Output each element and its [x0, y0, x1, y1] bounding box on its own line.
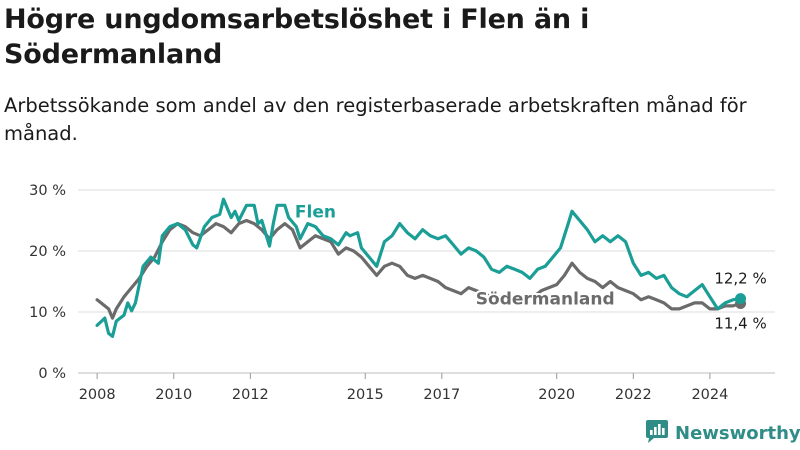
y-tick-label: 20 %	[29, 244, 66, 260]
series-label-flen: Flen	[295, 202, 336, 222]
y-gridlines	[78, 189, 775, 374]
x-tick-label: 2008	[79, 387, 116, 403]
brand-name: Newsworthy	[675, 422, 800, 444]
y-tick-label: 10 %	[29, 305, 66, 321]
y-tick-label: 0 %	[38, 366, 66, 382]
y-tick-label: 30 %	[29, 183, 66, 199]
newsworthy-brand[interactable]: Newsworthy	[645, 419, 800, 447]
y-axis-tick-labels: 0 % 10 % 20 % 30 %	[29, 183, 66, 382]
series-line-flen	[95, 197, 743, 338]
chart-subtitle: Arbetssökande som andel av den registerb…	[4, 94, 747, 145]
chart-title: Högre ungdomsarbetslöshet i Flen än i Sö…	[4, 4, 590, 70]
end-value-label-flen: 12,2 %	[714, 270, 766, 288]
series-lines	[95, 197, 743, 338]
end-value-label-sodermanland: 11,4 %	[714, 314, 766, 332]
x-tick-label: 2024	[691, 387, 728, 403]
x-tick-label: 2022	[615, 387, 652, 403]
end-markers	[735, 293, 747, 309]
series-label-sodermanland: Södermanland	[476, 290, 615, 310]
newsworthy-logo-icon	[645, 419, 669, 447]
x-tick-label: 2015	[347, 387, 384, 403]
x-tick-label: 2020	[538, 387, 575, 403]
x-tick-label: 2017	[423, 387, 460, 403]
x-tick-label: 2010	[155, 387, 192, 403]
end-point-flen	[735, 293, 747, 305]
series-line-sodermanland	[95, 218, 743, 320]
x-tick-label: 2012	[232, 387, 269, 403]
series-labels: 12,2 % 11,4 % Flen Södermanland	[293, 200, 767, 332]
x-axis: 2008 2010 2012 2015 2017 2020 2022 2024	[79, 373, 728, 403]
